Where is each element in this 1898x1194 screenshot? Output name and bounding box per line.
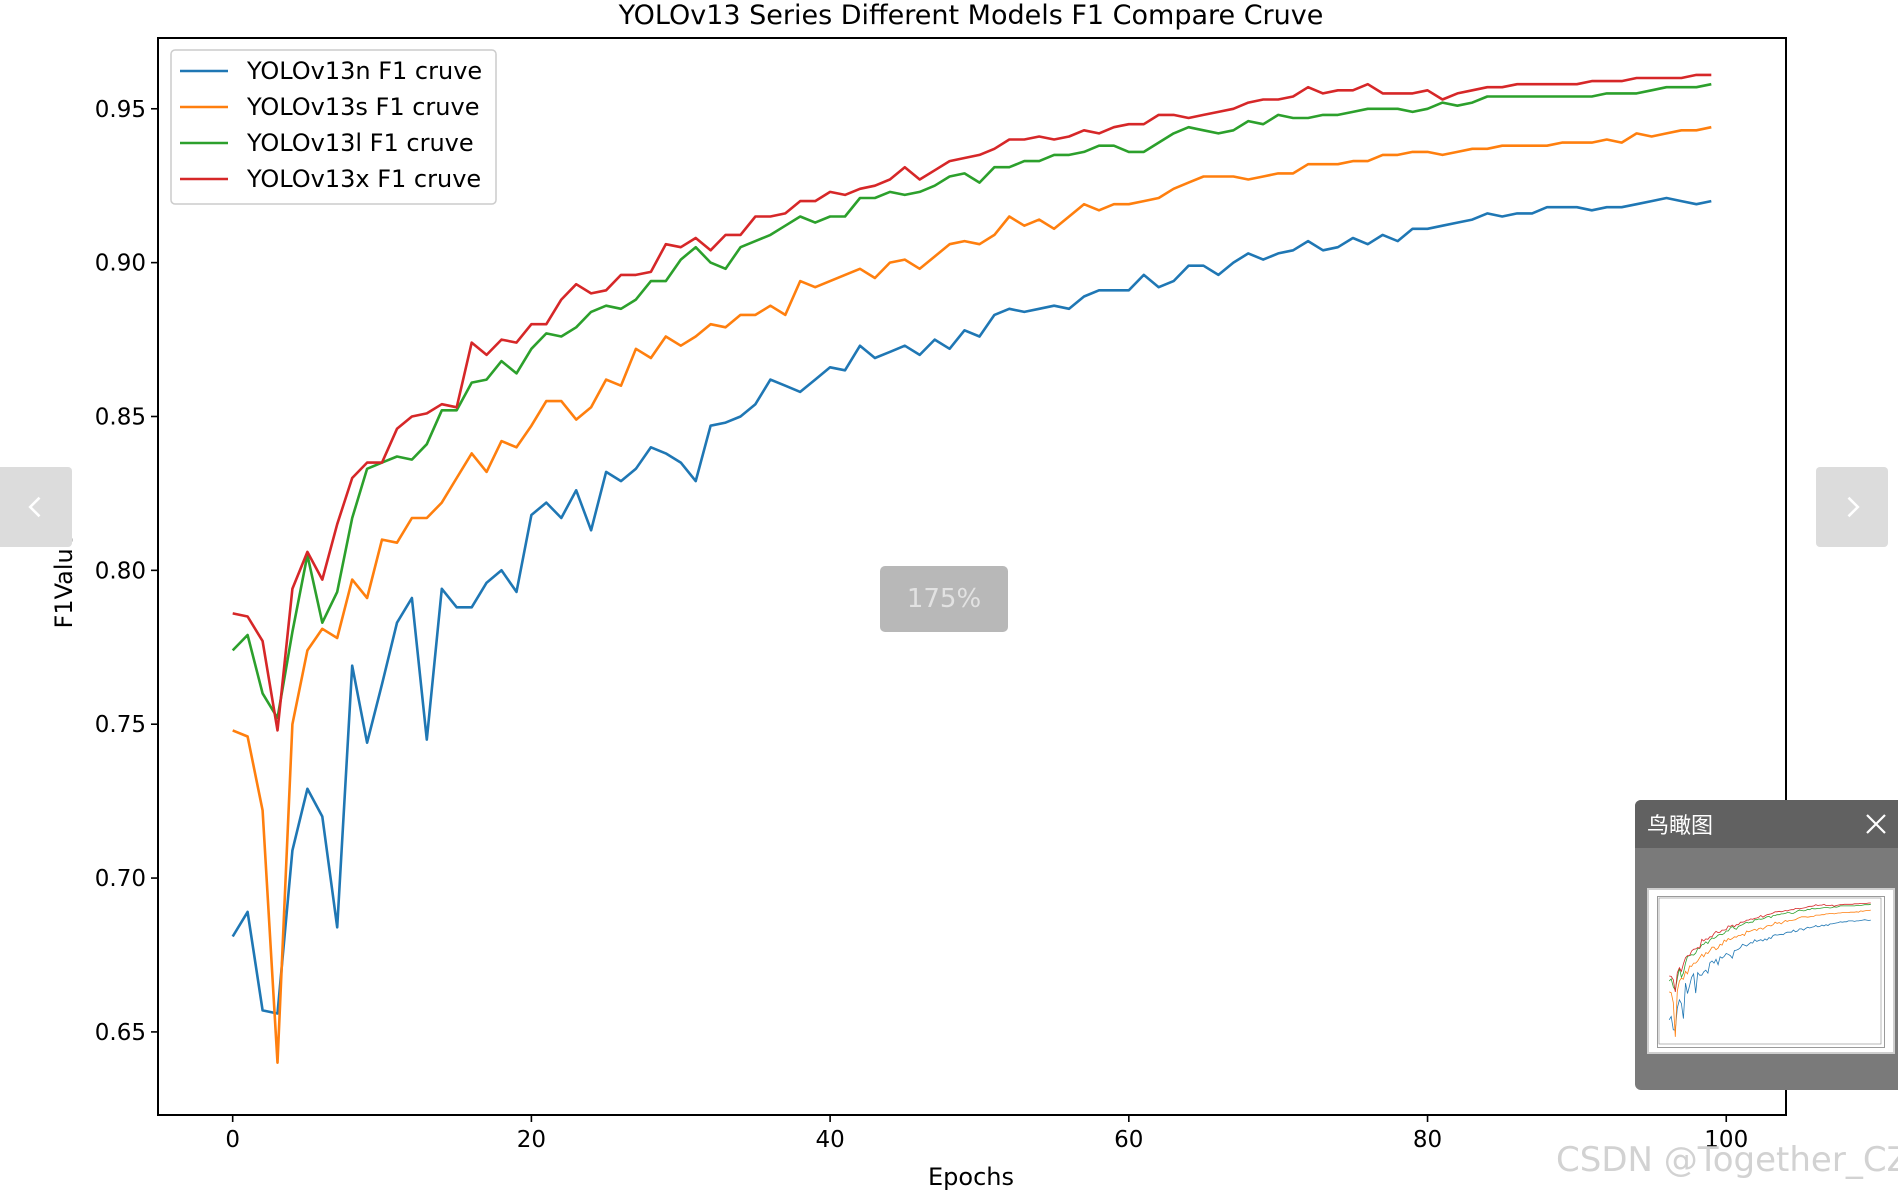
- previous-image-button[interactable]: [0, 467, 72, 547]
- legend: YOLOv13n F1 cruve YOLOv13s F1 cruve YOLOv1…: [170, 49, 497, 205]
- chevron-right-icon: [1847, 496, 1860, 518]
- series-line-3: [232, 73, 1712, 732]
- thumbnail-series-3: [1669, 902, 1871, 992]
- overview-thumbnail[interactable]: [1647, 888, 1895, 1054]
- y-tick-label: 0.95: [95, 97, 146, 123]
- next-image-button[interactable]: [1816, 467, 1888, 547]
- chevron-left-icon: [28, 496, 41, 518]
- x-tick-label: 80: [1413, 1127, 1442, 1153]
- series-line-2: [231, 82, 1712, 720]
- y-tick-label: 0.65: [95, 1020, 146, 1046]
- overview-panel: 鸟瞰图: [1635, 800, 1898, 1090]
- y-tick-label: 0.70: [95, 866, 146, 892]
- overview-title: 鸟瞰图: [1647, 814, 1714, 839]
- x-tick-label: 20: [517, 1127, 546, 1153]
- y-tick-label: 0.85: [95, 404, 146, 430]
- plot-frame: [157, 37, 1787, 1116]
- y-tick-label: 0.80: [95, 558, 146, 584]
- legend-label: YOLOv13n F1 cruve: [246, 57, 482, 85]
- x-tick-label: 0: [225, 1127, 240, 1153]
- overview-thumbnail-chart: [1658, 897, 1882, 1045]
- x-tick-label: 40: [815, 1127, 844, 1153]
- zoom-level-badge: 175%: [880, 566, 1008, 632]
- legend-box: [170, 49, 497, 205]
- x-axis-label: Epochs: [928, 1163, 1014, 1191]
- legend-label: YOLOv13s F1 cruve: [246, 93, 479, 121]
- series-line-0: [231, 196, 1712, 1015]
- overview-header: 鸟瞰图: [1635, 800, 1898, 848]
- overview-viewport-frame[interactable]: [1657, 896, 1885, 1048]
- y-axis-label: F1Value: [50, 534, 78, 629]
- thumbnail-frame: [1658, 897, 1882, 1045]
- thumbnail-series-1: [1669, 909, 1871, 1037]
- legend-label: YOLOv13x F1 cruve: [246, 165, 481, 193]
- close-icon: [1866, 814, 1886, 834]
- thumbnail-series-0: [1668, 919, 1871, 1031]
- legend-label: YOLOv13l F1 cruve: [246, 129, 474, 157]
- x-tick-label: 100: [1704, 1127, 1748, 1153]
- watermark: CSDN @Together_CZ: [1556, 1140, 1898, 1180]
- x-tick-label: 60: [1114, 1127, 1143, 1153]
- series-line-1: [232, 125, 1712, 1064]
- chart-title: YOLOv13 Series Different Models F1 Compa…: [618, 0, 1324, 31]
- y-tick-label: 0.90: [95, 251, 146, 277]
- thumbnail-series-2: [1668, 903, 1871, 992]
- y-tick-label: 0.75: [95, 712, 146, 738]
- overview-close-button[interactable]: [1854, 800, 1898, 848]
